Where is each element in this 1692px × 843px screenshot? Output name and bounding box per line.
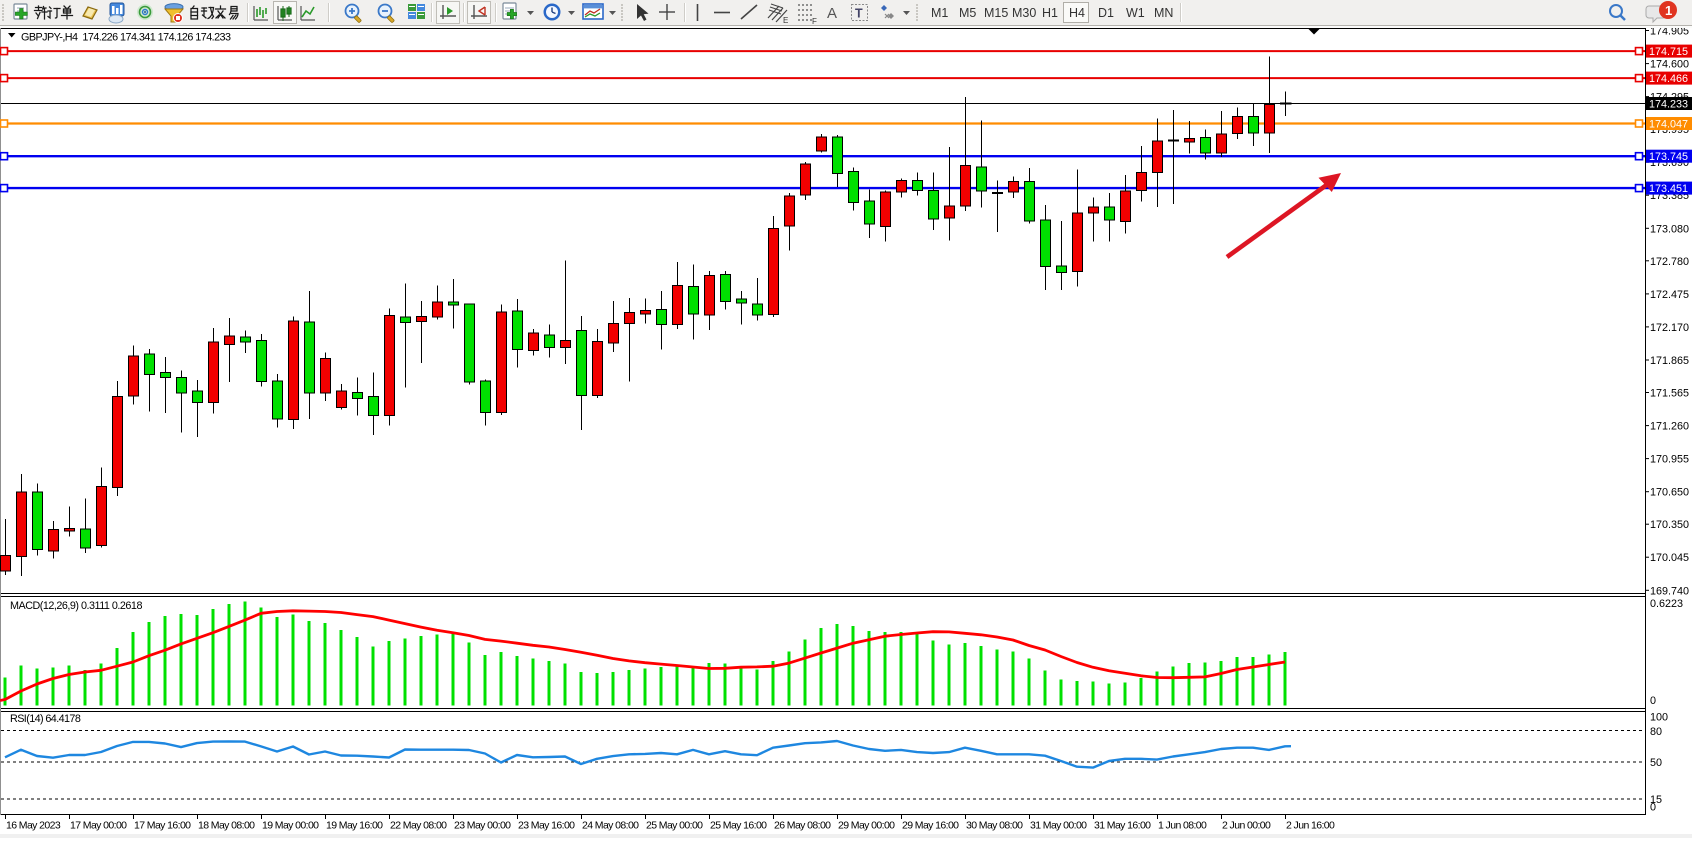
svg-text:50: 50 [1650,757,1662,769]
svg-text:171.865: 171.865 [1650,355,1689,367]
svg-text:25 May 16:00: 25 May 16:00 [710,820,767,832]
svg-text:171.565: 171.565 [1650,388,1689,400]
svg-text:17 May 00:00: 17 May 00:00 [70,820,127,832]
svg-text:169.740: 169.740 [1650,585,1689,597]
svg-text:30 May 08:00: 30 May 08:00 [966,820,1023,832]
svg-text:26 May 08:00: 26 May 08:00 [774,820,831,832]
svg-text:GBPJPY-,H4 174.226 174.341 17: GBPJPY-,H4 174.226 174.341 174.126 174.2… [21,32,231,44]
svg-text:T: T [855,7,863,21]
svg-text:15: 15 [1650,794,1662,806]
svg-text:D1: D1 [1098,6,1114,20]
svg-text:M15: M15 [984,6,1008,20]
svg-text:173.745: 173.745 [1649,151,1688,163]
svg-text:MN: MN [1154,6,1173,20]
svg-text:MACD(12,26,9) 0.3111 0.2618: MACD(12,26,9) 0.3111 0.2618 [10,600,142,612]
svg-text:170.045: 170.045 [1650,552,1689,564]
svg-text:A: A [827,5,837,22]
svg-text:18 May 08:00: 18 May 08:00 [198,820,255,832]
svg-text:23 May 00:00: 23 May 00:00 [454,820,511,832]
svg-text:22 May 08:00: 22 May 08:00 [390,820,447,832]
svg-text:H1: H1 [1042,6,1058,20]
svg-text:E: E [783,16,788,25]
svg-text:2 Jun 16:00: 2 Jun 16:00 [1286,820,1335,832]
svg-text:2 Jun 00:00: 2 Jun 00:00 [1222,820,1271,832]
svg-text:174.600: 174.600 [1650,59,1689,71]
svg-text:16 May 2023: 16 May 2023 [6,820,61,832]
svg-text:172.475: 172.475 [1650,289,1689,301]
svg-text:174.905: 174.905 [1650,26,1689,38]
svg-text:1 Jun 08:00: 1 Jun 08:00 [1158,820,1207,832]
svg-text:1: 1 [1665,3,1672,18]
svg-text:F: F [812,17,817,26]
svg-text:29 May 00:00: 29 May 00:00 [838,820,895,832]
svg-text:174.466: 174.466 [1649,73,1688,85]
svg-text:31 May 00:00: 31 May 00:00 [1030,820,1087,832]
svg-text:170.650: 170.650 [1650,487,1689,499]
svg-text:W1: W1 [1126,6,1145,20]
svg-text:24 May 08:00: 24 May 08:00 [582,820,639,832]
svg-text:19 May 16:00: 19 May 16:00 [326,820,383,832]
svg-text:25 May 00:00: 25 May 00:00 [646,820,703,832]
svg-text:19 May 00:00: 19 May 00:00 [262,820,319,832]
svg-text:M1: M1 [931,6,948,20]
svg-text:23 May 16:00: 23 May 16:00 [518,820,575,832]
svg-text:174.047: 174.047 [1649,119,1688,131]
svg-text:173.080: 173.080 [1650,223,1689,235]
svg-text:0: 0 [1650,695,1656,707]
svg-text:170.955: 170.955 [1650,454,1689,466]
svg-text:0.6223: 0.6223 [1650,598,1683,610]
svg-text:0: 0 [1650,802,1656,814]
svg-text:100: 100 [1650,712,1668,724]
svg-text:H4: H4 [1069,6,1085,20]
svg-text:80: 80 [1650,726,1662,738]
svg-text:172.170: 172.170 [1650,322,1689,334]
svg-text:17 May 16:00: 17 May 16:00 [134,820,191,832]
svg-text:M5: M5 [959,6,976,20]
svg-text:29 May 16:00: 29 May 16:00 [902,820,959,832]
svg-text:174.233: 174.233 [1649,99,1688,111]
svg-text:M30: M30 [1012,6,1036,20]
svg-text:174.715: 174.715 [1649,46,1688,58]
svg-text:RSI(14) 64.4178: RSI(14) 64.4178 [10,713,81,725]
svg-text:31 May 16:00: 31 May 16:00 [1094,820,1151,832]
svg-text:170.350: 170.350 [1650,519,1689,531]
svg-text:171.260: 171.260 [1650,421,1689,433]
svg-text:172.780: 172.780 [1650,256,1689,268]
svg-text:173.451: 173.451 [1649,183,1688,195]
